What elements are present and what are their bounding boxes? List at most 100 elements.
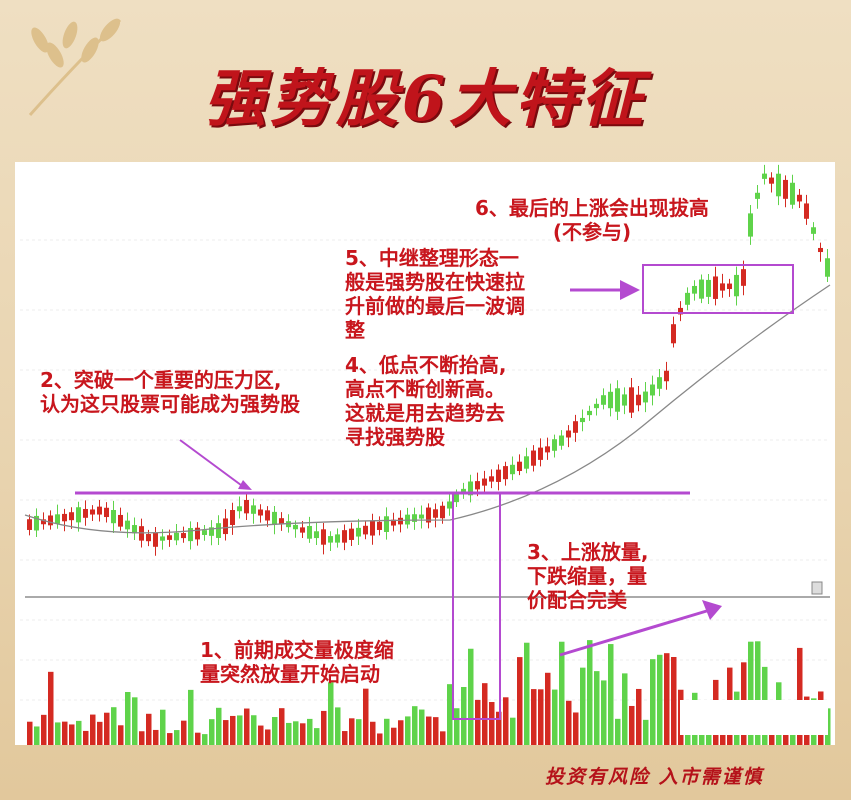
candle-body — [601, 395, 606, 405]
volume-bar — [272, 717, 278, 745]
volume-mask — [680, 700, 828, 735]
candle-body — [62, 513, 67, 522]
candle-body — [734, 274, 739, 297]
candle-body — [510, 464, 515, 475]
volume-bar — [601, 680, 607, 745]
candle-body — [447, 501, 452, 509]
candle-body — [741, 269, 746, 286]
candle-body — [188, 528, 193, 542]
candle-body — [769, 177, 774, 184]
volume-bar — [55, 722, 61, 745]
candle-body — [594, 403, 599, 409]
candle-body — [587, 410, 592, 416]
candle-body — [496, 469, 501, 482]
candle-body — [489, 476, 494, 482]
candle-body — [174, 532, 179, 541]
volume-bar — [279, 708, 285, 745]
volume-bar — [216, 707, 222, 745]
candle-body — [244, 499, 249, 514]
volume-bar — [90, 714, 96, 745]
note-5: 5、中继整理形态一 般是强势股在快速拉 升前做的最后一波调 整 — [345, 246, 525, 342]
candle-body — [55, 514, 60, 524]
volume-bar — [69, 724, 75, 745]
note-2: 2、突破一个重要的压力区, 认为这只股票可能成为强势股 — [40, 368, 300, 416]
candle-body — [804, 203, 809, 219]
candle-body — [419, 514, 424, 519]
candle-body — [664, 370, 669, 382]
volume-bar — [223, 720, 229, 745]
volume-bar — [755, 641, 761, 745]
volume-bar — [545, 672, 551, 745]
candle-body — [41, 519, 46, 525]
volume-bar — [510, 717, 516, 745]
candle-body — [412, 514, 417, 522]
candle-body — [503, 466, 508, 480]
candle-body — [90, 509, 95, 515]
volume-bar — [132, 697, 138, 745]
candle-body — [216, 523, 221, 538]
candle-body — [552, 439, 557, 451]
candle-body — [377, 521, 382, 530]
volume-bar — [188, 689, 194, 745]
note-1: 1、前期成交量极度缩 量突然放量开始启动 — [200, 638, 394, 686]
candle-body — [209, 527, 214, 536]
candle-body — [566, 430, 571, 438]
volume-bar — [328, 682, 334, 745]
volume-bar — [552, 689, 558, 745]
volume-bar — [160, 709, 166, 745]
candle-body — [699, 279, 704, 299]
volume-bar — [447, 684, 453, 745]
volume-bar — [167, 733, 173, 745]
consolidation-box — [642, 264, 794, 314]
candle-body — [237, 506, 242, 512]
chart-panel — [15, 162, 835, 745]
volume-bar — [629, 705, 635, 745]
volume-bar — [48, 671, 54, 745]
volume-bar — [244, 708, 250, 745]
volume-bar — [517, 657, 523, 745]
volume-bar — [440, 731, 446, 745]
candle-body — [265, 510, 270, 521]
volume-bar — [181, 720, 187, 745]
volume-bar — [671, 657, 677, 745]
candle-body — [104, 507, 109, 518]
candle-body — [202, 530, 207, 535]
candle-body — [643, 391, 648, 403]
candle-body — [580, 417, 585, 423]
candle-body — [118, 514, 123, 527]
candle-body — [160, 536, 165, 541]
volume-bar — [125, 691, 131, 745]
arrowhead — [702, 600, 722, 620]
candle-body — [762, 173, 767, 179]
volume-bar — [580, 667, 586, 745]
volume-bar — [433, 717, 439, 745]
moving-average-line — [24, 284, 831, 534]
candle-body — [671, 324, 676, 344]
candle-body — [636, 394, 641, 406]
candle-body — [748, 213, 753, 237]
candle-body — [475, 481, 480, 490]
volume-bar — [412, 706, 418, 745]
candle-body — [370, 520, 375, 536]
candle-body — [167, 535, 172, 540]
volume-bar — [286, 722, 292, 745]
candle-body — [258, 509, 263, 516]
volume-bar — [384, 718, 390, 745]
volume-bar — [104, 712, 110, 745]
candle-body — [608, 391, 613, 409]
volume-bar — [146, 713, 152, 745]
candle-body — [97, 506, 102, 515]
volume-bar — [83, 730, 89, 745]
volume-bar — [118, 725, 124, 745]
candle-body — [48, 515, 53, 526]
candle-body — [657, 377, 662, 389]
volume-bar — [587, 640, 593, 745]
volume-bar — [335, 707, 341, 745]
candle-body — [398, 517, 403, 525]
volume-bar — [503, 697, 509, 745]
candle-body — [433, 509, 438, 518]
volume-bar — [573, 712, 579, 745]
volume-bar — [314, 728, 320, 745]
volume-bar — [27, 721, 33, 745]
